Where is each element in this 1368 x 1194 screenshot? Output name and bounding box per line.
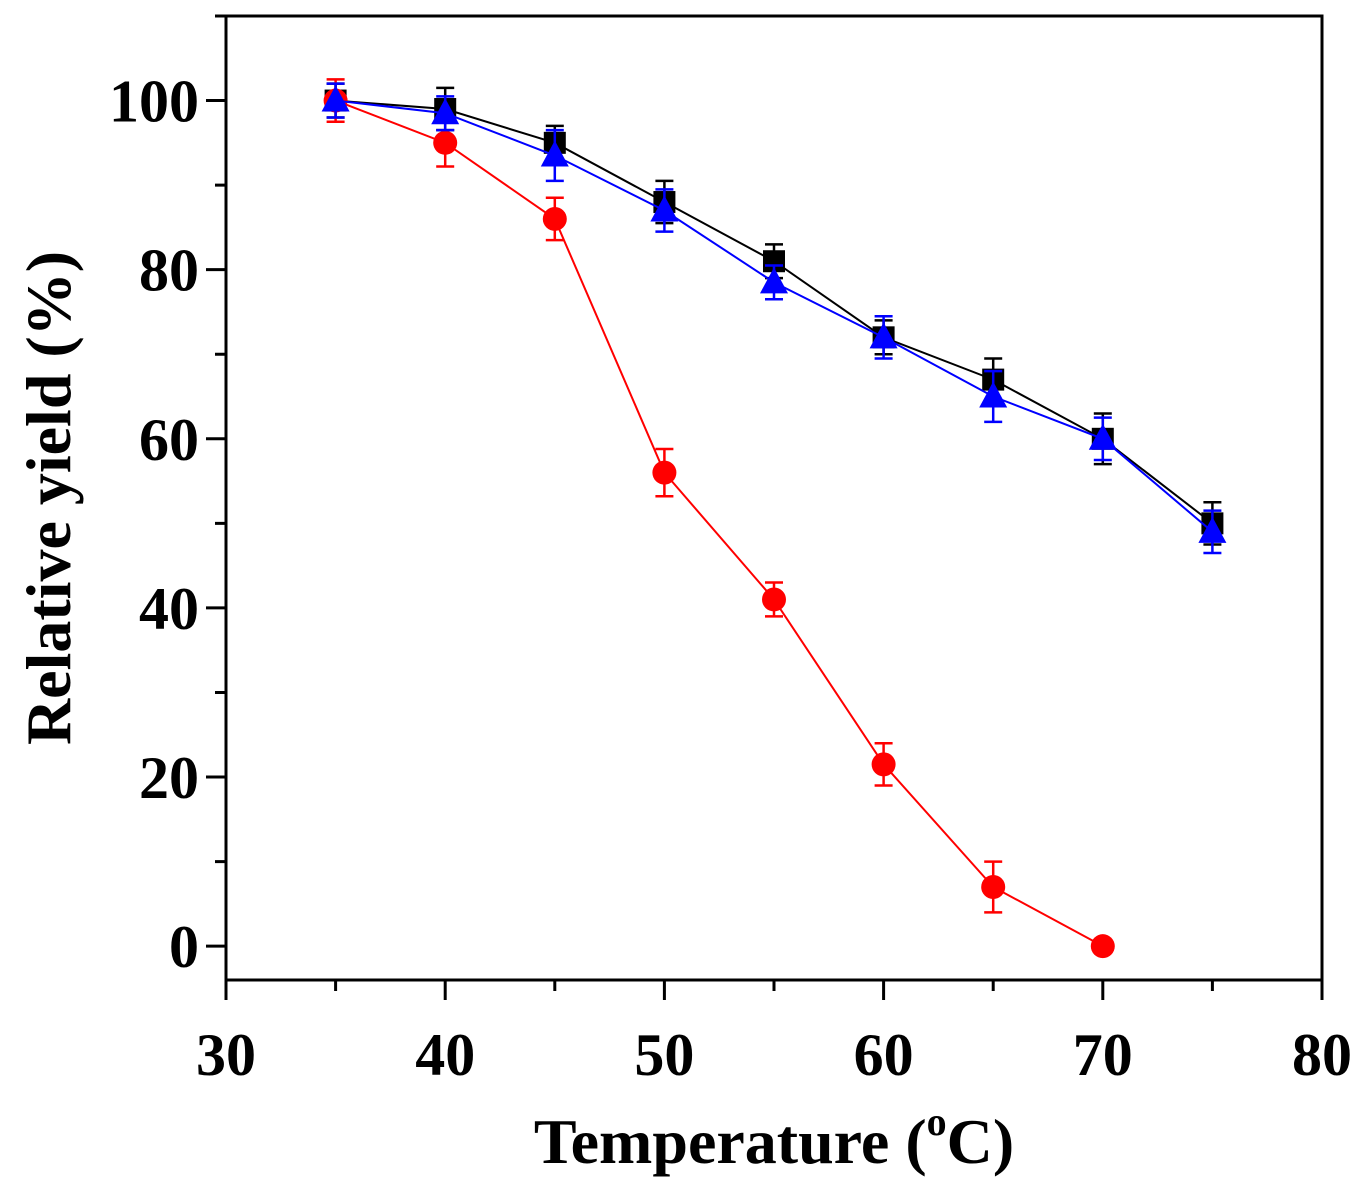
data-point <box>981 874 1006 899</box>
series-triangles <box>321 82 1227 555</box>
y-axis-title: Relative yield (%) <box>13 251 84 745</box>
data-point <box>869 322 898 349</box>
y-tick-label: 0 <box>169 914 199 980</box>
data-point <box>760 267 788 294</box>
data-point <box>762 587 786 612</box>
y-tick-label: 80 <box>139 238 199 304</box>
data-point <box>1088 423 1117 450</box>
x-tick-label: 80 <box>1292 1022 1352 1088</box>
y-tick-label: 40 <box>139 576 199 642</box>
data-point <box>871 752 896 777</box>
series-layer <box>321 78 1227 959</box>
x-tick-label: 30 <box>196 1022 256 1088</box>
x-tick-label: 60 <box>854 1022 914 1088</box>
axis-ticks: 30 40 50 60 70 80 0 20 40 60 80 100 <box>109 14 1352 1088</box>
series-line <box>335 99 1104 948</box>
y-tick-label: 100 <box>109 69 199 135</box>
data-point <box>433 130 458 155</box>
data-point <box>431 98 460 125</box>
x-tick-label: 50 <box>634 1022 694 1088</box>
data-point <box>763 250 785 273</box>
series-line <box>335 99 1214 533</box>
data-point <box>650 195 679 222</box>
data-point <box>1090 934 1115 959</box>
x-tick-label: 40 <box>415 1022 475 1088</box>
plot-frame <box>224 14 1324 982</box>
series-line <box>335 99 1214 525</box>
data-point <box>1198 516 1227 543</box>
y-tick-label: 60 <box>139 407 199 473</box>
x-tick-label: 70 <box>1073 1022 1133 1088</box>
data-point <box>321 85 350 112</box>
y-tick-label: 20 <box>139 745 199 811</box>
data-point <box>542 206 567 231</box>
series-circles <box>323 78 1115 959</box>
x-axis-title: Temperature (oC) <box>534 1099 1014 1177</box>
data-point <box>540 140 569 167</box>
data-point <box>652 460 677 485</box>
data-point <box>979 381 1008 408</box>
